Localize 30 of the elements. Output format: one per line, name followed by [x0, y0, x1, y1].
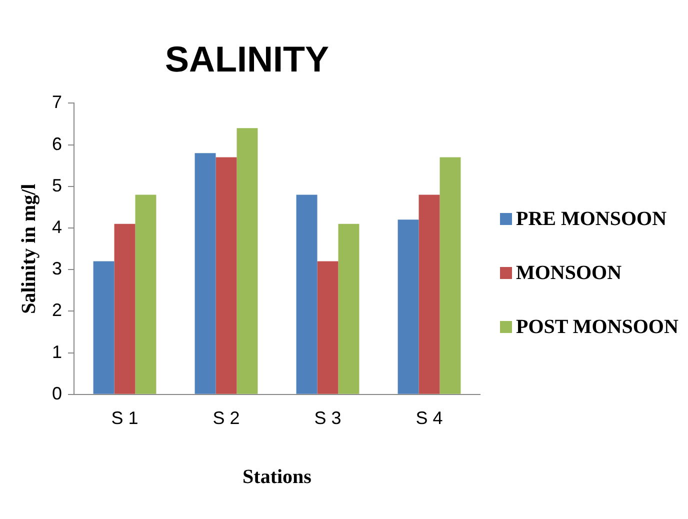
legend-label: POST MONSOON: [516, 315, 678, 340]
bar: [216, 157, 237, 394]
bar: [236, 128, 258, 394]
y-tick-label: 6: [52, 134, 62, 154]
y-axis-title: Salinity in mg/l: [18, 183, 40, 314]
y-tick-label: 0: [52, 383, 62, 404]
bar: [440, 157, 461, 394]
x-tick-label: S 2: [212, 408, 240, 428]
y-tick-label: 5: [52, 175, 62, 196]
x-axis-title: Stations: [242, 466, 312, 488]
y-tick-label: 3: [52, 258, 62, 279]
bar: [93, 261, 114, 394]
y-tick-label: 4: [52, 216, 62, 237]
bar: [135, 194, 156, 394]
bar: [317, 261, 338, 394]
bar: [194, 153, 216, 394]
chart-title: SALINITY: [164, 38, 330, 80]
legend-label: PRE MONSOON: [516, 207, 667, 232]
bar: [398, 220, 419, 394]
bar: [418, 194, 440, 394]
x-tick-label: S 3: [314, 408, 342, 428]
y-tick-label: 7: [52, 92, 62, 112]
bar: [296, 194, 318, 394]
x-tick-label: S 1: [111, 408, 138, 428]
legend-label: MONSOON: [516, 261, 622, 286]
y-tick-label: 1: [52, 342, 62, 362]
x-tick-label: S 4: [416, 408, 443, 428]
bar: [114, 224, 136, 394]
bar: [338, 224, 360, 394]
y-tick-label: 2: [52, 300, 62, 320]
